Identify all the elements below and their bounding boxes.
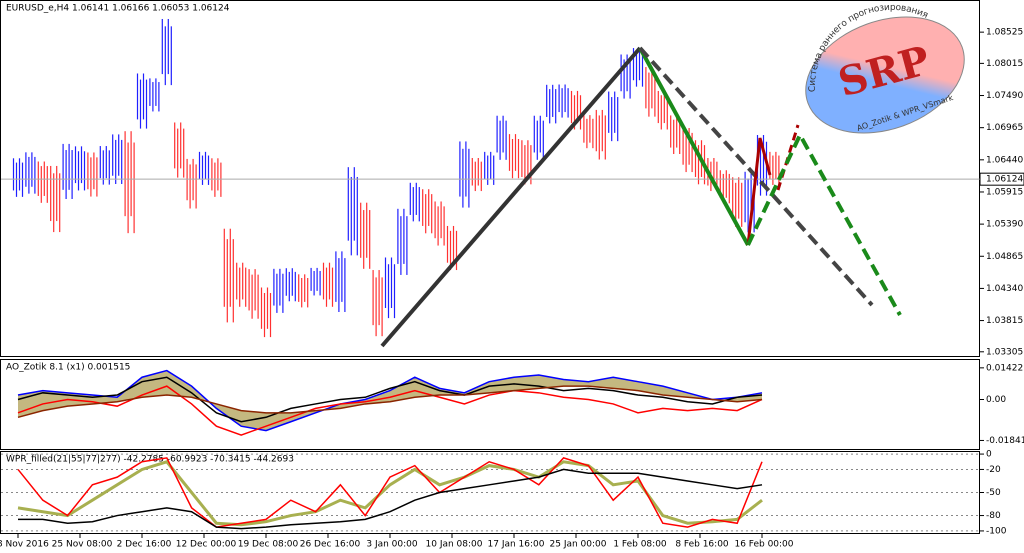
indicator-line [17, 457, 763, 528]
indicator-line [17, 385, 763, 419]
ao-panel [0, 359, 980, 450]
panel-title: WPR_filled(21|55|77|277) -42.2785 -60.99… [6, 455, 294, 465]
indicator-line [17, 460, 763, 527]
x-tick-label: 19 Dec 08:00 [238, 540, 299, 550]
x-tick-label: 3 Jan 00:00 [366, 540, 418, 550]
trend-line [380, 46, 642, 348]
logo-badge [805, 16, 965, 134]
x-tick-label: 16 Feb 00:00 [734, 540, 793, 550]
forecast-line [776, 124, 800, 191]
x-tick-label: 12 Dec 00:00 [176, 540, 237, 550]
indicator-line [17, 376, 763, 423]
y-tick-label: -20 [986, 465, 1001, 475]
x-tick-label: 26 Dec 16:00 [300, 540, 361, 550]
last-price-box [979, 172, 1024, 186]
y-tick-label: -0.01841 [986, 436, 1024, 446]
panel-title: EURUSD_e,H4 1.06141 1.06166 1.06053 1.06… [6, 4, 230, 14]
last-price-label: 1.06124 [986, 175, 1023, 185]
y-tick-label: 1.04340 [986, 284, 1023, 294]
trend-line [638, 47, 750, 246]
x-tick-label: 10 Jan 08:00 [426, 540, 483, 550]
x-tick-label: 25 Nov 08:00 [52, 540, 113, 550]
x-tick-label: 1 Feb 08:00 [613, 540, 667, 550]
y-tick-label: 1.06965 [986, 123, 1023, 133]
annotations [380, 46, 902, 348]
y-tick-label: -80 [986, 511, 1001, 521]
x-tick-label: 25 Jan 00:00 [550, 540, 607, 550]
y-tick-label: 1.03815 [986, 316, 1023, 326]
indicator-line [18, 468, 763, 530]
y-tick-label: -50 [986, 488, 1001, 498]
y-tick-label: 0.014221 [986, 363, 1024, 373]
y-tick-label: 1.05390 [986, 220, 1023, 230]
y-tick-label: 1.05915 [986, 187, 1023, 197]
x-tick-label: 17 Jan 16:00 [488, 540, 545, 550]
y-tick-label: 1.08015 [986, 59, 1023, 69]
y-tick-label: 1.03305 [986, 347, 1023, 357]
panel-title: AO_Zotik 8.1 (x1) 0.001515 [6, 363, 130, 373]
y-tick-label: 0 [986, 450, 992, 460]
y-tick-label: 1.08525 [986, 28, 1023, 38]
forecast-line [746, 137, 772, 246]
y-tick-label: 1.04865 [986, 252, 1023, 262]
indicator-line [17, 385, 763, 436]
y-tick-label: 1.07490 [986, 91, 1023, 101]
x-tick-label: 18 Nov 2016 [0, 540, 49, 550]
y-tick-label: -100 [986, 526, 1007, 536]
forecast-line [746, 130, 902, 316]
y-tick-label: 1.06440 [986, 155, 1023, 165]
x-tick-label: 8 Feb 16:00 [675, 540, 729, 550]
y-tick-label: 0.00 [986, 395, 1006, 405]
x-tick-label: 2 Dec 16:00 [117, 540, 172, 550]
indicator-line [17, 369, 763, 432]
